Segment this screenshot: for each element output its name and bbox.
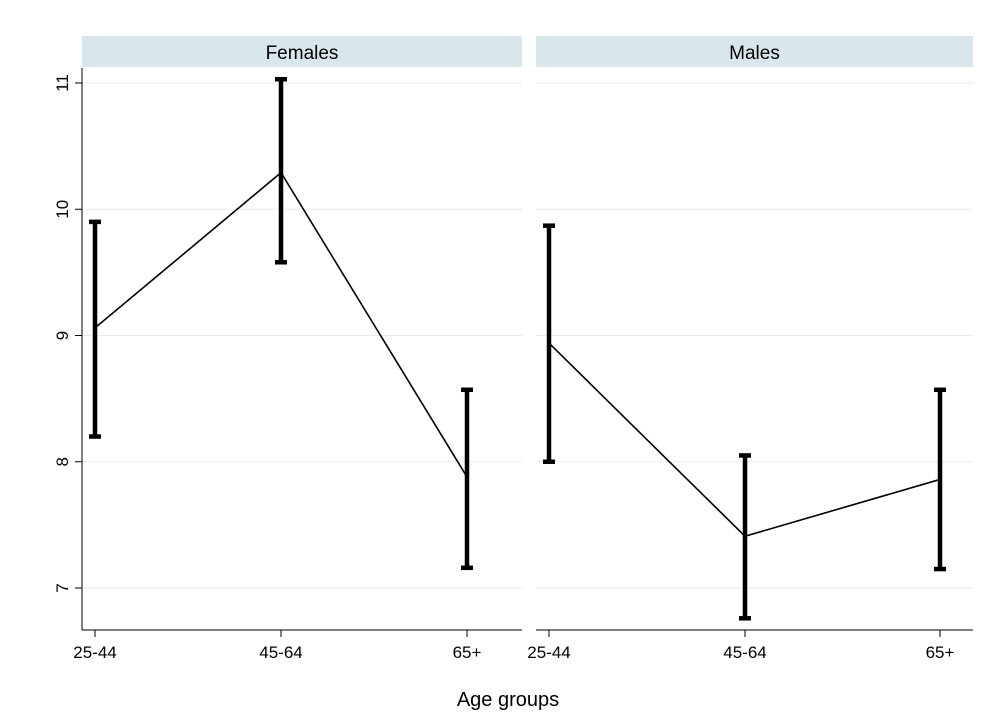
y-tick-label-4: 11 (53, 74, 72, 92)
panel-strip-1 (536, 36, 973, 67)
x-tick-label-1-1: 45-64 (723, 643, 766, 662)
x-tick-label-0-2: 65+ (453, 643, 482, 662)
y-tick-label-0: 7 (53, 583, 72, 592)
x-tick-label-1-0: 25-44 (527, 643, 570, 662)
panel-title-0: Females (266, 43, 339, 64)
y-tick-label-2: 9 (53, 331, 72, 340)
x-tick-label-1-2: 65+ (926, 643, 955, 662)
y-tick-label-3: 10 (53, 200, 72, 219)
panel-title-1: Males (729, 43, 780, 64)
x-tick-label-0-1: 45-64 (259, 643, 302, 662)
x-tick-label-0-0: 25-44 (73, 643, 116, 662)
panel-strip-0 (82, 36, 522, 67)
x-axis-title: Age groups (457, 689, 559, 711)
y-tick-label-1: 8 (53, 457, 72, 466)
